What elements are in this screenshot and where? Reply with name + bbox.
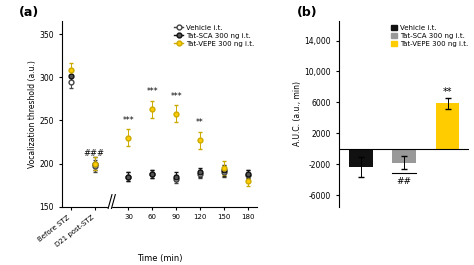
Bar	[392, 149, 416, 163]
Text: (a): (a)	[18, 6, 39, 19]
Text: **: **	[443, 87, 452, 96]
Text: ###: ###	[83, 149, 104, 158]
Bar	[348, 149, 373, 167]
Y-axis label: A.U.C. (a.u., min): A.U.C. (a.u., min)	[293, 81, 302, 147]
Text: (b): (b)	[297, 6, 318, 19]
Text: **: **	[196, 118, 204, 127]
Legend: Vehicle i.t., Tat-SCA 300 ng i.t., Tat-VEPE 300 ng i.t.: Vehicle i.t., Tat-SCA 300 ng i.t., Tat-V…	[391, 25, 468, 47]
Legend: Vehicle i.t., Tat-SCA 300 ng i.t., Tat-VEPE 300 ng i.t.: Vehicle i.t., Tat-SCA 300 ng i.t., Tat-V…	[174, 25, 254, 47]
Text: ***: ***	[170, 92, 182, 101]
Text: ***: ***	[123, 116, 134, 125]
Y-axis label: Vocalization threshold (a.u.): Vocalization threshold (a.u.)	[27, 60, 36, 168]
Text: ***: ***	[146, 87, 158, 96]
Bar	[436, 103, 459, 149]
X-axis label: Time (min): Time (min)	[137, 254, 182, 263]
Text: ##: ##	[397, 176, 411, 186]
